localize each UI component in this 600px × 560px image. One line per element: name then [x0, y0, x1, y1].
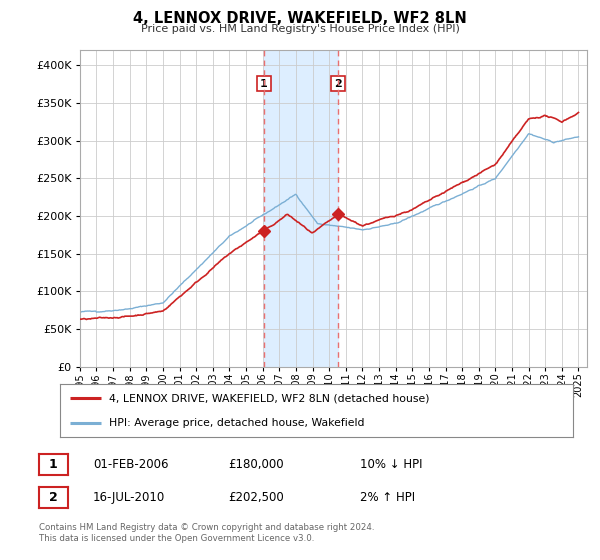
Text: HPI: Average price, detached house, Wakefield: HPI: Average price, detached house, Wake…	[109, 418, 364, 428]
Text: £202,500: £202,500	[228, 491, 284, 504]
Text: Contains HM Land Registry data © Crown copyright and database right 2024.: Contains HM Land Registry data © Crown c…	[39, 523, 374, 532]
Text: This data is licensed under the Open Government Licence v3.0.: This data is licensed under the Open Gov…	[39, 534, 314, 543]
Text: £180,000: £180,000	[228, 458, 284, 472]
Text: 01-FEB-2006: 01-FEB-2006	[93, 458, 169, 472]
Text: Price paid vs. HM Land Registry's House Price Index (HPI): Price paid vs. HM Land Registry's House …	[140, 24, 460, 34]
Text: 1: 1	[49, 458, 58, 472]
Text: 1: 1	[260, 78, 268, 88]
Bar	[264, 50, 338, 367]
Text: 16-JUL-2010: 16-JUL-2010	[93, 491, 165, 504]
Text: 2: 2	[334, 78, 342, 88]
Text: 10% ↓ HPI: 10% ↓ HPI	[360, 458, 422, 472]
Text: 4, LENNOX DRIVE, WAKEFIELD, WF2 8LN: 4, LENNOX DRIVE, WAKEFIELD, WF2 8LN	[133, 11, 467, 26]
Text: 2: 2	[49, 491, 58, 504]
Text: 2% ↑ HPI: 2% ↑ HPI	[360, 491, 415, 504]
Text: 4, LENNOX DRIVE, WAKEFIELD, WF2 8LN (detached house): 4, LENNOX DRIVE, WAKEFIELD, WF2 8LN (det…	[109, 394, 429, 404]
